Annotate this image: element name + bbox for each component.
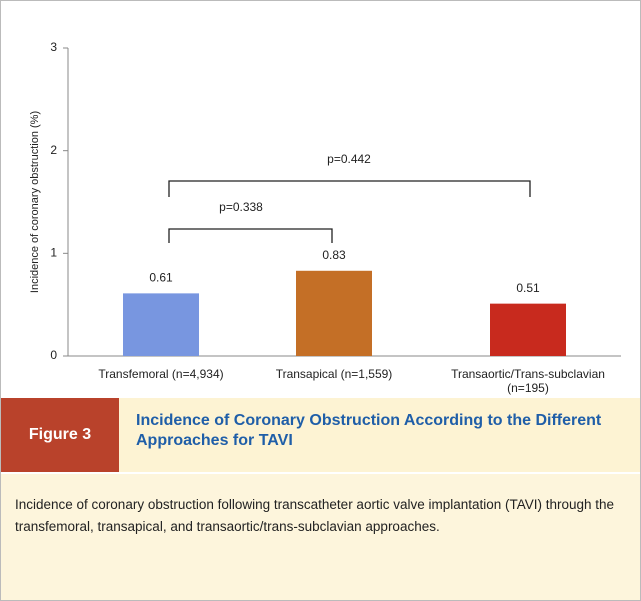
x-tick-label: Transaortic/Trans-subclavian (n=195): [451, 367, 605, 395]
y-axis-label: Incidence of coronary obstruction (%): [29, 111, 41, 293]
value-label: 0.51: [516, 281, 540, 295]
x-tick-label: Transapical (n=1,559): [275, 367, 393, 381]
y-tick-label: 0: [50, 348, 57, 362]
bracket: [168, 228, 333, 243]
bar: [490, 303, 566, 356]
x-tick-label: Transfemoral (n=4,934): [98, 367, 224, 381]
y-tick-label: 2: [50, 143, 57, 157]
caption-box: Incidence of coronary obstruction follow…: [1, 474, 640, 600]
value-label: 0.61: [149, 271, 173, 285]
annotation: p=0.442: [327, 152, 371, 166]
y-tick-label: 1: [50, 246, 57, 260]
figure-title: Incidence of Coronary Obstruction Accord…: [136, 412, 602, 449]
y-tick-label: 3: [50, 40, 57, 54]
figure-header: Figure 3 Incidence of Coronary Obstructi…: [1, 398, 640, 472]
value-label: 0.83: [322, 248, 346, 262]
figure-label: Figure 3: [1, 398, 119, 472]
bar: [296, 270, 372, 356]
chart: Incidence of coronary obstruction (%) 0 1…: [29, 40, 621, 362]
bar: [123, 293, 199, 356]
annotation: p=0.338: [219, 200, 263, 214]
bracket: [168, 180, 531, 197]
caption: Incidence of coronary obstruction follow…: [15, 497, 615, 534]
